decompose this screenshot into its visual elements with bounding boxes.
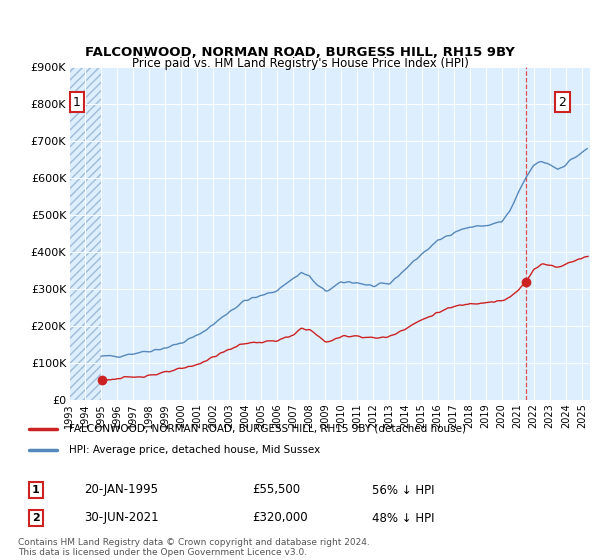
Text: 2: 2	[32, 513, 40, 523]
Text: 2: 2	[559, 96, 566, 109]
Text: 48% ↓ HPI: 48% ↓ HPI	[372, 511, 434, 525]
Text: HPI: Average price, detached house, Mid Sussex: HPI: Average price, detached house, Mid …	[69, 445, 320, 455]
Text: FALCONWOOD, NORMAN ROAD, BURGESS HILL, RH15 9BY (detached house): FALCONWOOD, NORMAN ROAD, BURGESS HILL, R…	[69, 424, 466, 433]
Text: £320,000: £320,000	[252, 511, 308, 525]
Text: 30-JUN-2021: 30-JUN-2021	[84, 511, 158, 525]
Text: 1: 1	[32, 485, 40, 495]
Text: £55,500: £55,500	[252, 483, 300, 497]
Text: FALCONWOOD, NORMAN ROAD, BURGESS HILL, RH15 9BY: FALCONWOOD, NORMAN ROAD, BURGESS HILL, R…	[85, 46, 515, 59]
Text: Contains HM Land Registry data © Crown copyright and database right 2024.
This d: Contains HM Land Registry data © Crown c…	[18, 538, 370, 557]
Text: Price paid vs. HM Land Registry's House Price Index (HPI): Price paid vs. HM Land Registry's House …	[131, 57, 469, 70]
Text: 56% ↓ HPI: 56% ↓ HPI	[372, 483, 434, 497]
Text: 1: 1	[73, 96, 81, 109]
Text: 20-JAN-1995: 20-JAN-1995	[84, 483, 158, 497]
